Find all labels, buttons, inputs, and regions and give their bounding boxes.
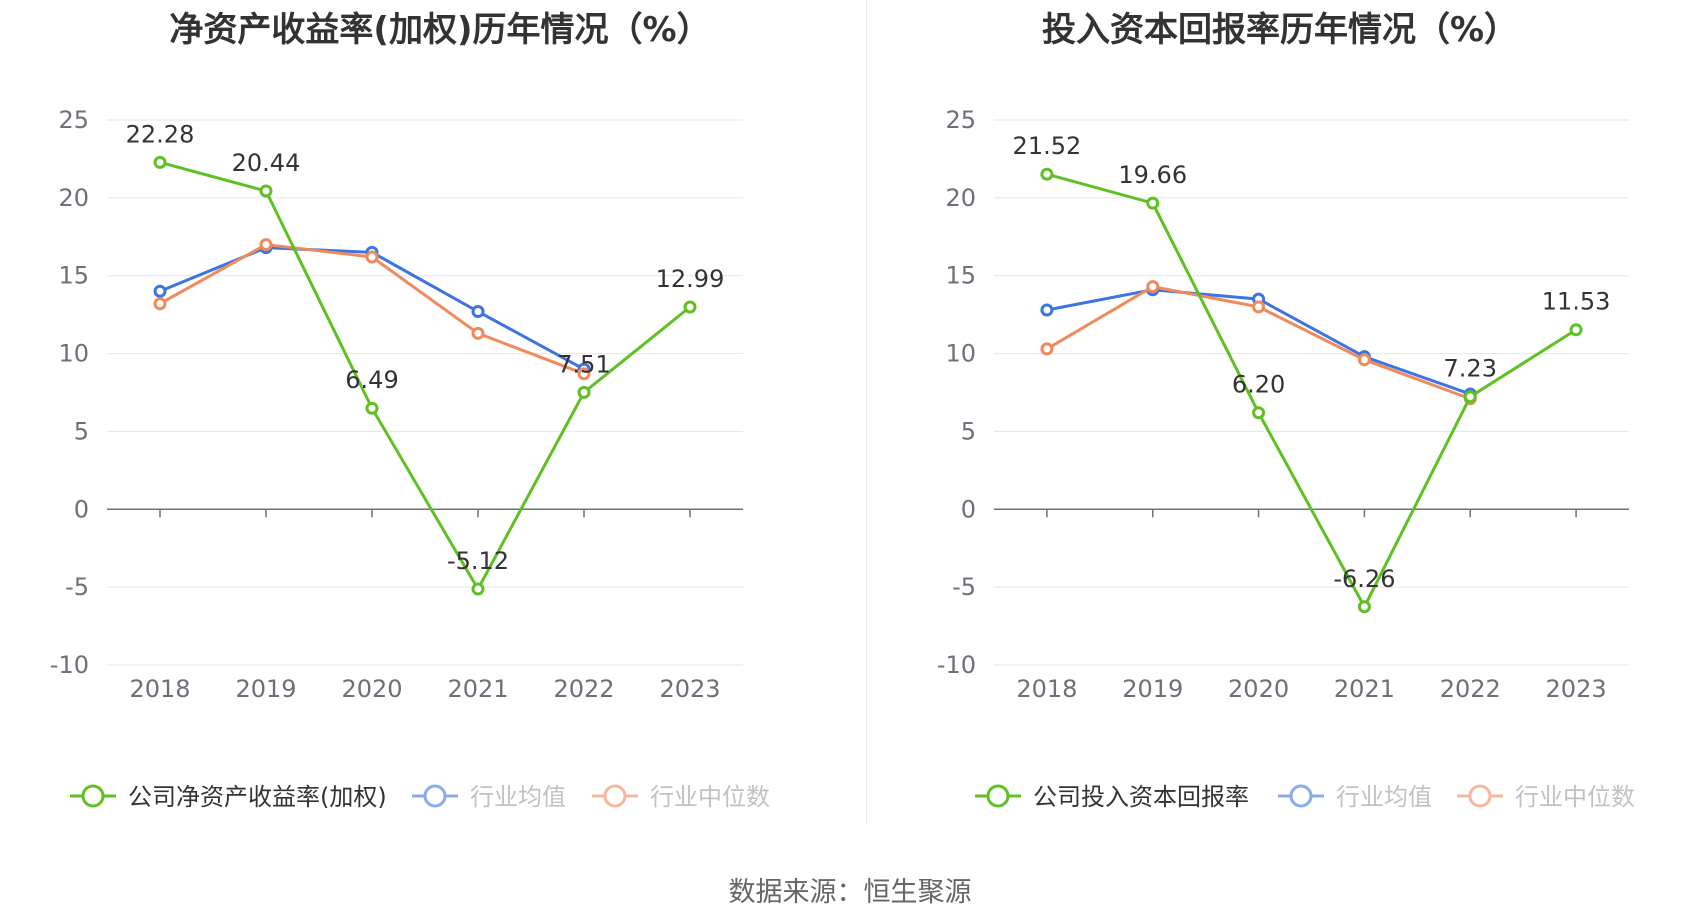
legend-item: 行业中位数 (1457, 783, 1635, 811)
data-label: 12.99 (656, 265, 725, 293)
data-point (1357, 353, 1371, 367)
data-point (153, 297, 167, 311)
x-tick-label: 2022 (1440, 675, 1501, 703)
data-label: 22.28 (126, 120, 195, 148)
legend-label: 公司净资产收益率(加权) (128, 783, 387, 811)
data-point (365, 401, 379, 415)
legend-marker (1289, 784, 1313, 808)
y-tick-label: 15 (58, 262, 89, 290)
legend-label: 行业均值 (470, 783, 566, 811)
y-tick-label: 10 (58, 340, 89, 368)
legend-label: 公司投入资本回报率 (1033, 783, 1249, 811)
legend-marker (423, 784, 447, 808)
data-point (683, 300, 697, 314)
y-tick-label: 15 (945, 262, 976, 290)
data-point (1569, 323, 1583, 337)
data-point (1040, 342, 1054, 356)
y-tick-label: -10 (937, 651, 976, 679)
data-point (1146, 196, 1160, 210)
data-point (1357, 600, 1371, 614)
y-tick-label: -5 (952, 573, 976, 601)
legend-item: 行业均值 (1278, 783, 1432, 811)
series-line-0 (159, 160, 691, 591)
y-tick-label: 0 (74, 495, 89, 523)
y-tick-label: 25 (945, 106, 976, 134)
legend-item: 行业中位数 (592, 783, 770, 811)
legend-marker (81, 784, 105, 808)
y-tick-label: 0 (961, 495, 976, 523)
series-line-0 (1046, 172, 1577, 609)
legend-label: 行业中位数 (650, 783, 770, 811)
data-point (471, 326, 485, 340)
legend-marker (986, 784, 1010, 808)
y-tick-label: -10 (50, 651, 89, 679)
x-tick-label: 2018 (129, 675, 190, 703)
chart-roic: 25 20 15 10 5 0 -5 -10 2018 2019 2020 2021 2022 2023 2… (937, 106, 1635, 811)
data-point (1252, 300, 1266, 314)
data-point (1040, 303, 1054, 317)
data-label: 7.51 (557, 350, 610, 378)
data-point (259, 184, 273, 198)
data-label: -6.26 (1333, 565, 1395, 593)
data-label: 19.66 (1118, 161, 1187, 189)
data-point (471, 305, 485, 319)
data-label: 20.44 (232, 149, 301, 177)
data-label: 11.53 (1542, 288, 1611, 316)
chart-title-roe: 净资产收益率(加权)历年情况（%） (169, 10, 711, 50)
panel-divider (866, 0, 867, 825)
x-tick-label: 2020 (341, 675, 402, 703)
data-point (577, 367, 591, 381)
data-label: 6.49 (345, 366, 398, 394)
data-label: 21.52 (1013, 132, 1082, 160)
data-label: 6.20 (1232, 371, 1285, 399)
data-label: -5.12 (447, 547, 509, 575)
x-tick-label: 2022 (553, 675, 614, 703)
y-tick-label: 10 (945, 340, 976, 368)
data-point (1463, 390, 1477, 404)
x-tick-label: 2021 (1334, 675, 1395, 703)
data-point (259, 238, 273, 252)
data-point (1252, 406, 1266, 420)
chart-roe: 25 20 15 10 5 0 -5 -10 2018 2019 2020 2021 2022 2023 2… (50, 106, 770, 811)
data-point (577, 385, 591, 399)
y-tick-label: -5 (65, 573, 89, 601)
y-tick-label: 5 (74, 417, 89, 445)
legend-marker (1468, 784, 1492, 808)
data-source-note: 数据来源：恒生聚源 (728, 877, 972, 908)
data-point (1040, 167, 1054, 181)
y-tick-label: 25 (58, 106, 89, 134)
y-tick-label: 5 (961, 417, 976, 445)
x-tick-label: 2020 (1228, 675, 1289, 703)
legend-label: 行业均值 (1336, 783, 1432, 811)
data-point (153, 155, 167, 169)
legend-item: 行业均值 (412, 783, 566, 811)
data-point (1146, 280, 1160, 294)
chart-title-roic: 投入资本回报率历年情况（%） (1041, 10, 1519, 50)
data-label: 7.23 (1444, 355, 1497, 383)
data-point (471, 582, 485, 596)
legend-item: 公司投入资本回报率 (975, 783, 1249, 811)
x-tick-label: 2021 (447, 675, 508, 703)
x-tick-label: 2019 (1122, 675, 1183, 703)
x-tick-label: 2023 (1546, 675, 1607, 703)
data-point (153, 284, 167, 298)
x-tick-label: 2023 (659, 675, 720, 703)
data-point (365, 250, 379, 264)
x-tick-label: 2018 (1016, 675, 1077, 703)
y-tick-label: 20 (945, 184, 976, 212)
legend-marker (603, 784, 627, 808)
y-tick-label: 20 (58, 184, 89, 212)
legend-label: 行业中位数 (1515, 783, 1635, 811)
legend-item: 公司净资产收益率(加权) (70, 783, 387, 811)
x-tick-label: 2019 (235, 675, 296, 703)
